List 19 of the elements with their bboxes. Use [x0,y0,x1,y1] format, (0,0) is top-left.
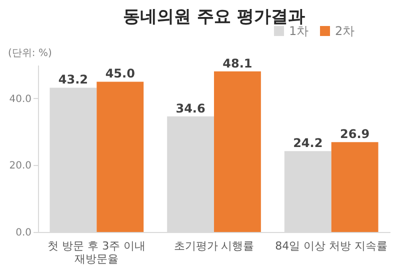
y-tick-label: 40.0 [9,94,32,105]
chart-title: 동네의원 주요 평가결과 [123,7,305,27]
legend-label: 2차 [335,24,355,38]
data-label: 26.9 [340,127,370,142]
bar [96,82,144,232]
text: (단위: %) [8,48,52,59]
x-tick-label: 초기평가 시행률 [174,240,254,252]
bar [214,71,261,232]
data-label: 43.2 [58,72,88,87]
x-tick-label: 84일 이상 처방 지속률 [275,240,388,252]
x-tick-label: 첫 방문 후 3주 이내 재방문율 [48,240,146,266]
legend-label: 1차 [289,24,309,38]
data-label: 34.6 [176,101,206,116]
y-tick-label: 0.0 [16,228,32,238]
data-label: 24.2 [293,136,323,150]
data-label: 45.0 [105,66,135,81]
data-label: 48.1 [222,56,252,70]
y-tick-label: 20.0 [9,160,32,172]
bar [331,142,378,232]
